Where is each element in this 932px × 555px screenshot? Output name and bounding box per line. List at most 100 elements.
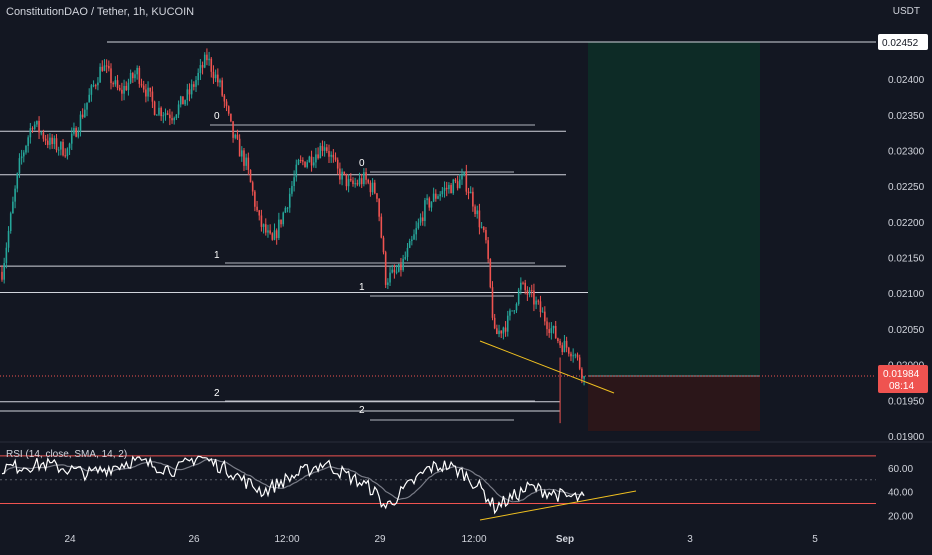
candle-body	[288, 193, 291, 208]
candle-body	[583, 376, 585, 379]
price-trendline[interactable]	[479, 340, 615, 394]
candle-body	[395, 271, 398, 273]
candle-body	[365, 172, 367, 180]
candle-body	[489, 258, 492, 288]
candle-body	[430, 201, 433, 208]
candle-body	[341, 171, 343, 180]
candle-body	[57, 149, 60, 151]
candle-body	[203, 54, 206, 68]
candle-body	[110, 68, 112, 84]
candle-body	[31, 128, 34, 130]
candle-body	[515, 303, 518, 311]
candle-body	[400, 264, 402, 271]
candle-body	[62, 141, 64, 156]
candle-body	[528, 290, 531, 295]
candle-body	[97, 82, 99, 86]
candle-body	[293, 177, 295, 187]
candle-body	[92, 85, 95, 87]
long-target-zone[interactable]	[588, 42, 760, 377]
candle-body	[537, 300, 540, 302]
candle-body	[140, 83, 143, 86]
candle-body	[79, 114, 82, 132]
candle-body	[182, 96, 184, 105]
candle-body	[5, 247, 8, 263]
candle-body	[36, 120, 38, 125]
candle-body	[138, 67, 141, 84]
candle-body	[452, 179, 455, 194]
candle-body	[572, 355, 574, 357]
candle-body	[273, 230, 276, 240]
candle-body	[302, 160, 304, 162]
candle-body	[73, 128, 75, 134]
candle-body	[177, 104, 180, 115]
candle-body	[217, 74, 219, 83]
candle-body	[544, 311, 546, 322]
candle-body	[136, 67, 138, 75]
fib-level-label: 0	[359, 158, 365, 169]
price-tick-label: 0.02150	[888, 254, 925, 265]
candle-body	[114, 80, 117, 85]
candle-body	[474, 206, 476, 215]
candle-body	[557, 338, 559, 342]
candle-body	[533, 290, 535, 305]
candle-body	[151, 91, 154, 102]
candle-body	[343, 171, 346, 174]
candle-body	[256, 206, 258, 211]
fib-level-label: 1	[359, 282, 365, 293]
candle-body	[249, 169, 252, 183]
candle-body	[461, 175, 463, 180]
candle-body	[570, 353, 572, 357]
candle-body	[310, 156, 313, 166]
candle-body	[284, 207, 287, 213]
candle-body	[443, 187, 446, 191]
fib-level-label: 2	[359, 405, 365, 416]
candle-body	[291, 186, 293, 194]
candle-body	[105, 65, 108, 67]
candle-body	[230, 113, 232, 122]
candle-body	[498, 330, 500, 335]
candle-body	[421, 217, 424, 222]
candle-body	[496, 328, 498, 335]
candle-body	[241, 150, 243, 157]
candle-body	[415, 228, 417, 235]
candle-body	[568, 347, 570, 354]
rsi-tick-label: 40.00	[888, 488, 913, 499]
candle-body	[504, 327, 507, 332]
candle-body	[339, 168, 341, 180]
candle-body	[286, 207, 289, 209]
candle-body	[319, 145, 322, 159]
candle-body	[500, 330, 503, 334]
candle-body	[345, 173, 348, 187]
candle-body	[478, 210, 481, 228]
rsi-trendline[interactable]	[479, 490, 637, 521]
candle-body	[561, 345, 564, 353]
candle-body	[378, 198, 380, 217]
candle-body	[42, 132, 45, 139]
candle-body	[576, 354, 579, 358]
candle-body	[485, 230, 487, 241]
price-label-top: 0.02452	[882, 38, 919, 49]
candle-body	[511, 310, 513, 312]
time-tick-label: 26	[188, 534, 200, 545]
candle-body	[193, 84, 195, 87]
candle-body	[363, 172, 365, 185]
candle-body	[145, 89, 147, 97]
candle-body	[212, 71, 215, 79]
candle-body	[118, 87, 121, 90]
rsi-line	[1, 455, 585, 515]
candle-body	[234, 134, 237, 138]
candle-body	[559, 341, 561, 346]
candle-body	[354, 183, 356, 185]
candle-body	[271, 233, 274, 240]
candle-body	[317, 154, 319, 159]
candle-body	[227, 106, 230, 114]
long-stop-zone[interactable]	[588, 376, 760, 432]
candle-body	[243, 150, 245, 166]
candle-body	[29, 128, 32, 138]
candle-body	[160, 107, 162, 117]
candle-body	[513, 310, 516, 312]
candle-body	[450, 185, 452, 194]
candle-body	[99, 66, 101, 83]
